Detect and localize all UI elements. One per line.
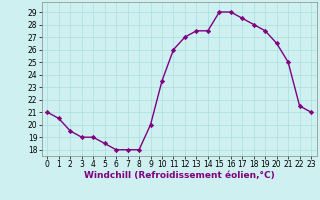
X-axis label: Windchill (Refroidissement éolien,°C): Windchill (Refroidissement éolien,°C): [84, 171, 275, 180]
